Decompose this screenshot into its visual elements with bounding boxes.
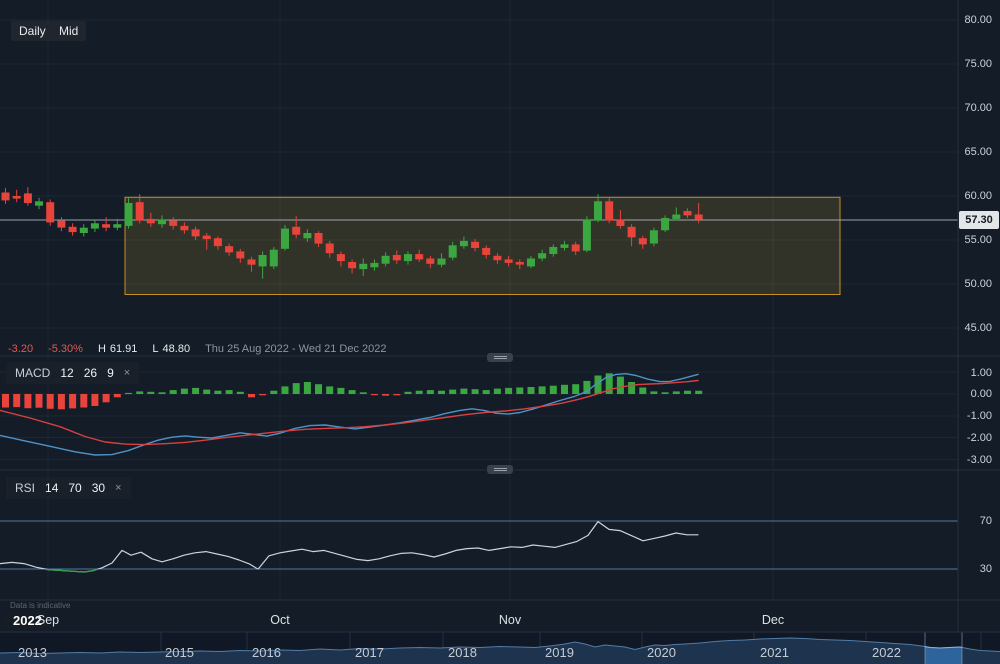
rsi-param-oversold: 30 <box>91 481 106 495</box>
price-axis-label-45.00: 45.00 <box>964 322 992 334</box>
navigator-year-2016: 2016 <box>252 645 281 660</box>
price-type-mid-button[interactable]: Mid <box>51 21 87 41</box>
measure-box[interactable] <box>125 197 840 295</box>
navigator-selection[interactable] <box>925 632 962 664</box>
macd-axis-label-0.00: 0.00 <box>970 388 992 400</box>
macd-chart-area[interactable] <box>0 358 958 470</box>
rsi-title: RSI <box>15 481 36 495</box>
navigator-year-2021: 2021 <box>760 645 789 660</box>
timeframe-daily-button[interactable]: Daily <box>11 21 54 41</box>
change-value: -3.20 <box>8 343 34 355</box>
change-percent: -5.30% <box>48 343 83 355</box>
navigator-year-2015: 2015 <box>165 645 194 660</box>
price-axis-label-55.00: 55.00 <box>964 234 992 246</box>
macd-panel-resize-handle[interactable] <box>486 352 514 363</box>
price-axis-label-65.00: 65.00 <box>964 146 992 158</box>
low-label: L <box>152 343 159 355</box>
macd-title: MACD <box>15 366 51 380</box>
rsi-panel-resize-handle[interactable] <box>486 464 514 475</box>
navigator-year-2020: 2020 <box>647 645 676 660</box>
month-label-oct: Oct <box>270 613 290 627</box>
price-axis[interactable]: 80.00 75.00 70.00 65.00 60.00 55.00 50.00 45.00… <box>958 0 1000 632</box>
time-axis[interactable] <box>0 600 958 632</box>
macd-param-fast: 12 <box>60 366 74 380</box>
rsi-param-period: 14 <box>45 481 59 495</box>
low-value: 48.80 <box>162 343 191 355</box>
navigator[interactable] <box>0 632 1000 664</box>
data-indicative-note: Data is indicative <box>10 601 71 610</box>
month-label-sep: Sep <box>36 613 60 627</box>
macd-axis-label-1.00: 1.00 <box>970 367 992 379</box>
high-value: 61.91 <box>109 343 138 355</box>
date-range: Thu 25 Aug 2022 - Wed 21 Dec 2022 <box>205 343 387 355</box>
macd-axis-label--3.00: -3.00 <box>966 454 992 466</box>
rsi-param-overbought: 70 <box>68 481 82 495</box>
rsi-chart-area[interactable] <box>0 472 958 600</box>
month-label-dec: Dec <box>761 613 785 627</box>
macd-axis-label--2.00: -2.00 <box>966 432 992 444</box>
current-price-tag: 57.30 <box>959 211 999 229</box>
rsi-axis-label-30: 30 <box>979 563 992 575</box>
price-chart-area[interactable] <box>0 0 958 355</box>
price-axis-label-60.00: 60.00 <box>964 190 992 202</box>
measure-info-bar: -3.20 -5.30% H 61.91 L 48.80 Thu 25 Aug … <box>8 343 387 355</box>
rsi-close-icon[interactable]: × <box>115 482 122 494</box>
price-axis-label-80.00: 80.00 <box>964 14 992 26</box>
macd-axis-label--1.00: -1.00 <box>966 410 992 422</box>
navigator-year-2019: 2019 <box>545 645 574 660</box>
price-axis-label-70.00: 70.00 <box>964 102 992 114</box>
navigator-year-2013: 2013 <box>18 645 47 660</box>
navigator-year-2022: 2022 <box>872 645 901 660</box>
rsi-legend[interactable]: RSI 14 70 30 × <box>6 477 131 499</box>
navigator-year-2018: 2018 <box>448 645 477 660</box>
high-label: H <box>97 343 106 355</box>
price-axis-label-50.00: 50.00 <box>964 278 992 290</box>
navigator-year-2017: 2017 <box>355 645 384 660</box>
rsi-axis-label-70: 70 <box>979 515 992 527</box>
timeline-year-badge: 2022 <box>6 612 49 629</box>
macd-close-icon[interactable]: × <box>123 367 131 379</box>
price-axis-label-75.00: 75.00 <box>964 58 992 70</box>
macd-param-slow: 26 <box>83 366 98 380</box>
macd-legend[interactable]: MACD 12 26 9 × <box>6 362 140 384</box>
month-label-nov: Nov <box>498 613 522 627</box>
macd-param-signal: 9 <box>107 366 114 380</box>
